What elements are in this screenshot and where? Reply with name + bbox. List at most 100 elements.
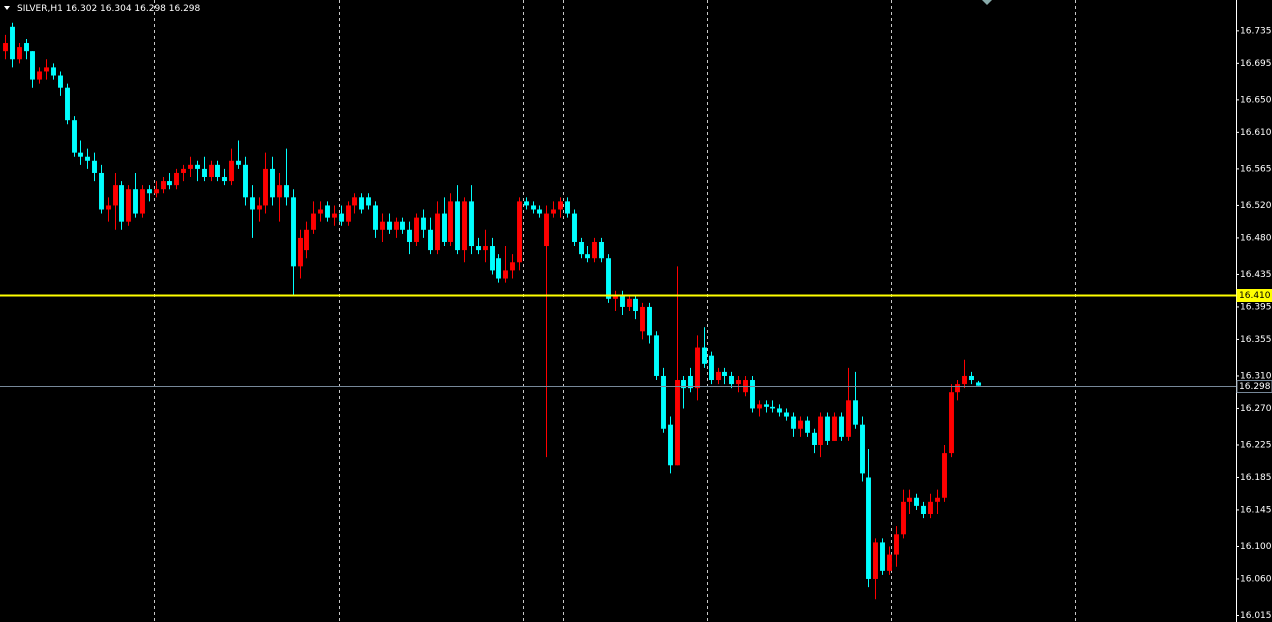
candle-body — [167, 181, 172, 186]
candle-body — [524, 201, 529, 206]
candle-body — [99, 172, 104, 210]
candle-body — [325, 205, 330, 218]
candle-body — [257, 205, 262, 210]
chart-title: SILVER,H1 16.302 16.304 16.298 16.298 — [17, 4, 201, 14]
candle-body — [209, 164, 214, 178]
candle-body — [304, 229, 309, 251]
candle-body — [722, 371, 727, 376]
candle-body — [969, 375, 974, 381]
candle-body — [832, 416, 837, 441]
candle-body — [572, 213, 577, 242]
candle-body — [955, 384, 960, 393]
candle-body — [78, 152, 83, 157]
candle-body — [860, 424, 865, 474]
price-level-label: 16.298 — [1239, 382, 1271, 392]
candle-body — [866, 477, 871, 579]
candle-body — [483, 246, 488, 251]
candle-body — [188, 164, 193, 169]
candle-body — [668, 424, 673, 466]
candle-body — [222, 177, 227, 182]
candle-body — [174, 172, 179, 186]
menu-arrow[interactable] — [4, 6, 10, 10]
candle-body — [318, 209, 323, 214]
candle-body — [510, 262, 515, 271]
candle-body — [339, 213, 344, 222]
candle-body — [928, 501, 933, 515]
candle-body — [654, 335, 659, 376]
price-level-box — [1236, 289, 1272, 302]
candle-body — [640, 306, 645, 332]
candle-body — [387, 221, 392, 230]
candle-body — [517, 201, 522, 263]
candle-body — [599, 241, 604, 259]
candle-body — [298, 237, 303, 267]
candle-body — [675, 380, 680, 466]
candle-body — [455, 201, 460, 251]
candle-body — [37, 71, 42, 80]
candle-body — [709, 355, 714, 381]
candle-body — [894, 534, 899, 555]
candle-body — [825, 416, 830, 441]
y-tick-label: 16.435 — [1240, 270, 1272, 280]
candle-body — [633, 298, 638, 311]
candle-body — [558, 201, 563, 210]
candle-body — [65, 87, 70, 121]
candle-body — [366, 197, 371, 206]
candle-body — [503, 270, 508, 279]
candle-body — [531, 205, 536, 210]
y-tick-label: 16.480 — [1240, 233, 1272, 243]
candle-body — [394, 221, 399, 230]
candle-body — [421, 217, 426, 230]
period-separators — [154, 0, 1076, 622]
candle-body — [435, 213, 440, 251]
candle-body — [263, 168, 268, 206]
candle-body — [846, 400, 851, 437]
candle-body — [373, 205, 378, 230]
price-level-box — [1236, 380, 1272, 393]
candle-body — [805, 420, 810, 433]
candle-body — [873, 542, 878, 579]
candle-body — [606, 258, 611, 299]
y-tick-label: 16.735 — [1240, 26, 1272, 36]
y-tick-label: 16.270 — [1240, 404, 1272, 414]
candle-body — [887, 554, 892, 571]
candle-body — [380, 221, 385, 230]
candle-body — [359, 197, 364, 210]
candle-body — [346, 205, 351, 222]
candle-body — [962, 375, 967, 385]
y-tick-label: 16.695 — [1240, 59, 1272, 69]
candle-body — [352, 197, 357, 206]
candle-body — [736, 380, 741, 385]
candle-body — [469, 201, 474, 247]
candle-body — [462, 201, 467, 251]
y-tick-label: 16.185 — [1240, 473, 1272, 483]
candle-body — [332, 213, 337, 218]
candle-body — [784, 412, 789, 417]
candle-body — [3, 43, 8, 52]
candle-body — [270, 168, 275, 198]
candle-body — [24, 43, 29, 52]
candle-body — [579, 241, 584, 255]
candle-body — [30, 51, 35, 80]
candle-body — [914, 497, 919, 506]
candle-body — [880, 542, 885, 571]
candle-body — [688, 375, 693, 389]
y-tick-label: 16.565 — [1240, 164, 1272, 174]
y-tick-label: 16.520 — [1240, 201, 1272, 211]
candle-body — [818, 416, 823, 445]
candle-body — [661, 375, 666, 429]
candle-body — [250, 197, 255, 210]
candle-body — [448, 201, 453, 242]
candle-body — [140, 189, 145, 214]
y-tick-label: 16.060 — [1240, 574, 1272, 584]
candle-body — [195, 164, 200, 169]
candle-body — [627, 298, 632, 307]
candle-body — [750, 380, 755, 409]
candle-body — [277, 185, 282, 198]
candle-body — [949, 392, 954, 454]
candle-body — [764, 404, 769, 407]
candle-body — [592, 241, 597, 259]
candle-body — [681, 380, 686, 389]
